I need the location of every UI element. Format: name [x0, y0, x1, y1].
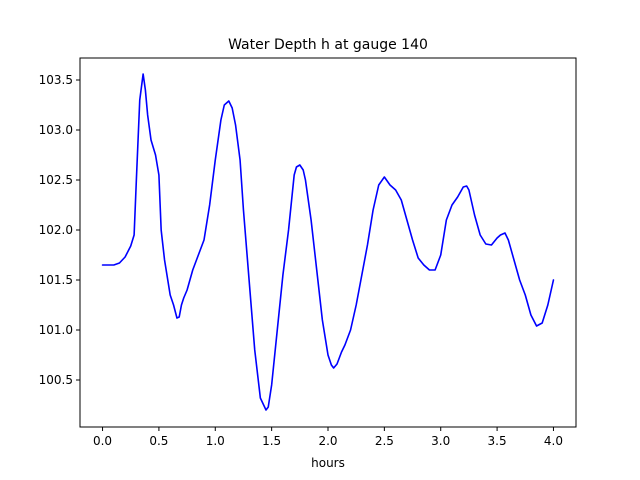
x-tick-label: 0.0	[93, 434, 112, 448]
y-tick-label: 101.5	[39, 273, 73, 287]
x-tick-label: 1.0	[206, 434, 225, 448]
x-tick-label: 4.0	[544, 434, 563, 448]
x-tick-label: 3.0	[431, 434, 450, 448]
x-tick-label: 2.0	[318, 434, 337, 448]
y-tick-label: 102.5	[39, 173, 73, 187]
x-tick-label: 2.5	[375, 434, 394, 448]
plot-area: 0.0 0.5 1.0 1.5 2.0 2.5 3.0 3.5 4.0 100.5 101.0 101…	[39, 57, 577, 448]
y-tick-label: 102.0	[39, 223, 73, 237]
x-tick-label: 1.5	[262, 434, 281, 448]
x-tick-label: 0.5	[149, 434, 168, 448]
series-line-0	[101, 73, 555, 411]
y-tick-label: 101.0	[39, 323, 73, 337]
y-tick-label: 100.5	[39, 373, 73, 387]
chart-title: Water Depth h at gauge 140	[228, 37, 428, 53]
y-tick-label: 103.5	[39, 73, 73, 87]
x-axis-label: hours	[311, 456, 345, 470]
x-tick-label: 3.5	[488, 434, 507, 448]
y-tick-label: 103.0	[39, 123, 73, 137]
